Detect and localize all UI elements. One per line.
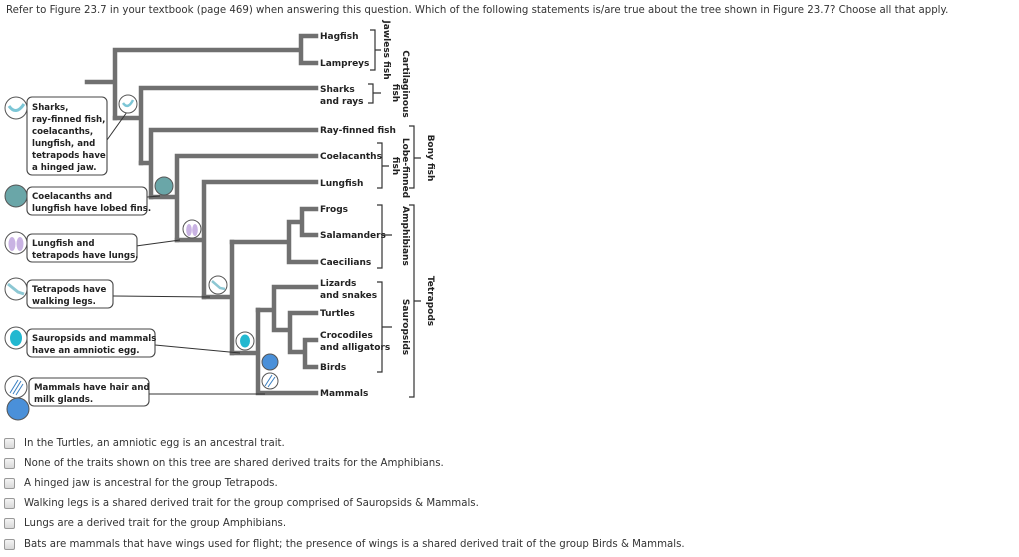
taxon-coelacanths: Coelacanths	[320, 152, 382, 162]
phylogenetic-tree-figure: Hagfish Lampreys Sharks and rays Ray-fin…	[4, 19, 435, 421]
trait-jaw-6: a hinged jaw.	[32, 163, 97, 173]
checkbox[interactable]	[4, 458, 15, 469]
option-label: Walking legs is a shared derived trait f…	[24, 498, 479, 509]
option-label: Lungs are a derived trait for the group …	[24, 518, 287, 529]
group-sauropsids: Sauropsids	[400, 299, 410, 355]
option-label: Bats are mammals that have wings used fo…	[24, 539, 685, 550]
taxon-frogs: Frogs	[320, 205, 348, 215]
taxon-caecilians: Caecilians	[320, 258, 371, 268]
taxon-sharks: Sharks	[320, 85, 355, 95]
trait-jaw-3: coelacanths,	[32, 127, 93, 137]
jaw-icon	[4, 96, 28, 120]
callout-lines	[106, 111, 265, 395]
taxon-lizards: Lizards	[320, 279, 356, 289]
trait-lungs-2: tetrapods have lungs.	[32, 251, 138, 261]
trait-jaw-5: tetrapods have	[32, 151, 106, 161]
taxon-lampreys: Lampreys	[320, 59, 369, 69]
trait-hair-2: milk glands.	[34, 395, 93, 405]
checkbox[interactable]	[4, 498, 15, 509]
taxon-birds: Birds	[320, 363, 346, 373]
option-1[interactable]: In the Turtles, an amniotic egg is an an…	[4, 438, 285, 449]
trait-lobed-2: lungfish have lobed fins.	[32, 204, 151, 214]
taxon-ray-finned: Ray-finned fish	[320, 126, 396, 136]
option-2[interactable]: None of the traits shown on this tree ar…	[4, 458, 444, 469]
trait-hair-1: Mammals have hair and	[34, 383, 150, 393]
checkbox[interactable]	[4, 478, 15, 489]
group-bony: Bony fish	[425, 135, 435, 182]
group-lobe-finned: Lobe-finned	[400, 138, 410, 198]
taxon-turtles: Turtles	[320, 309, 355, 319]
node-jaw-icon	[118, 94, 138, 114]
group-cartilaginous-2: fish	[390, 84, 400, 102]
group-amphibians: Amphibians	[400, 206, 410, 266]
taxon-mammals: Mammals	[320, 389, 368, 399]
checkbox[interactable]	[4, 539, 15, 550]
option-5[interactable]: Lungs are a derived trait for the group …	[4, 518, 286, 529]
lobed-fin-icon	[4, 184, 28, 208]
milk-gland-icon	[6, 397, 30, 421]
option-6[interactable]: Bats are mammals that have wings used fo…	[4, 539, 685, 550]
checkbox[interactable]	[4, 518, 15, 529]
trait-legs-1: Tetrapods have	[32, 285, 107, 295]
group-lobe-finned-2: fish	[390, 157, 400, 175]
node-hair-icon	[261, 372, 279, 390]
trait-lobed-1: Coelacanths and	[32, 192, 112, 202]
taxon-sharks-2: and rays	[320, 97, 364, 107]
taxon-hagfish: Hagfish	[320, 32, 358, 42]
trait-egg-2: have an amniotic egg.	[32, 346, 140, 356]
taxon-lizards-2: and snakes	[320, 291, 377, 301]
group-brackets: Jawless fish Cartilaginous fish Bony fis…	[368, 19, 435, 398]
checkbox[interactable]	[4, 438, 15, 449]
node-milk-gland-icon	[261, 353, 279, 371]
trait-legs-2: walking legs.	[32, 297, 96, 307]
option-3[interactable]: A hinged jaw is ancestral for the group …	[4, 478, 278, 489]
taxon-salamanders: Salamanders	[320, 231, 386, 241]
group-cartilaginous: Cartilaginous	[400, 50, 410, 118]
taxon-crocodiles-2: and alligators	[320, 343, 390, 353]
trait-jaw-1: Sharks,	[32, 103, 68, 113]
trait-egg-1: Sauropsids and mammals	[32, 334, 156, 344]
option-label: A hinged jaw is ancestral for the group …	[24, 478, 278, 489]
option-label: In the Turtles, an amniotic egg is an an…	[24, 438, 285, 449]
option-label: None of the traits shown on this tree ar…	[24, 458, 444, 469]
group-tetrapods: Tetrapods	[425, 276, 435, 326]
lungs-icon	[4, 231, 28, 255]
tree-branches	[84, 33, 319, 396]
trait-jaw-2: ray-finned fish,	[32, 115, 105, 125]
option-4[interactable]: Walking legs is a shared derived trait f…	[4, 498, 479, 509]
question-text: Refer to Figure 23.7 in your textbook (p…	[6, 5, 949, 16]
group-jawless: Jawless fish	[381, 19, 391, 79]
taxon-labels: Hagfish Lampreys Sharks and rays Ray-fin…	[320, 32, 396, 399]
taxon-crocodiles: Crocodiles	[320, 331, 373, 341]
trait-callouts: Sharks, ray-finned fish, coelacanths, lu…	[26, 96, 156, 407]
trait-icons	[4, 94, 279, 421]
node-lungs-icon	[182, 219, 202, 239]
trait-jaw-4: lungfish, and	[32, 139, 95, 149]
node-lobed-fin-icon	[154, 176, 174, 196]
taxon-lungfish: Lungfish	[320, 179, 363, 189]
trait-lungs-1: Lungfish and	[32, 239, 95, 249]
